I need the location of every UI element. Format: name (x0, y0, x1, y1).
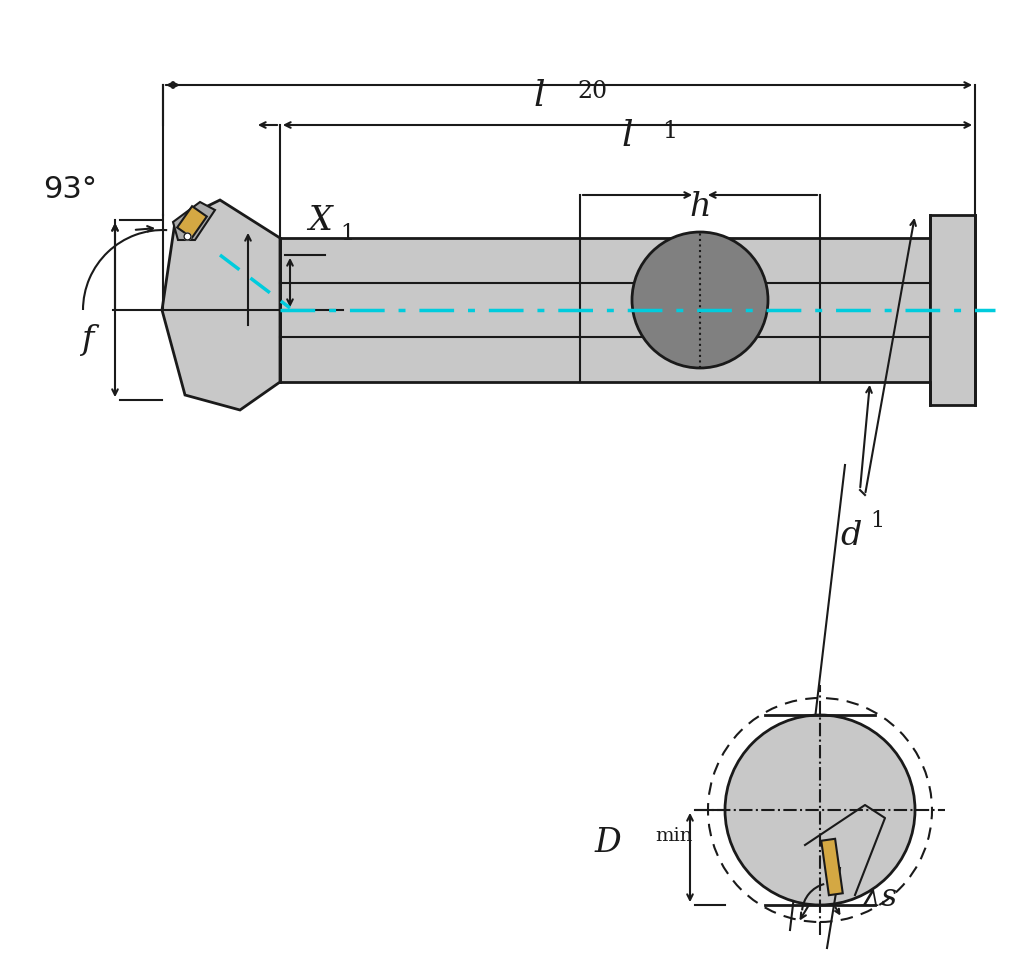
Text: min: min (655, 827, 692, 845)
Polygon shape (280, 238, 930, 382)
Text: l: l (622, 119, 633, 153)
Circle shape (725, 715, 915, 905)
Text: 1: 1 (870, 510, 884, 532)
Text: 1: 1 (662, 120, 677, 143)
Text: f: f (81, 324, 93, 356)
Text: X: X (308, 205, 332, 237)
Text: λs: λs (862, 883, 897, 914)
Polygon shape (821, 838, 843, 895)
Polygon shape (162, 200, 280, 410)
Polygon shape (930, 215, 975, 405)
Text: D: D (595, 827, 622, 859)
Circle shape (632, 232, 768, 368)
Text: d: d (840, 520, 861, 552)
Text: l: l (534, 79, 545, 113)
Text: 20: 20 (577, 80, 607, 103)
Text: 93°: 93° (43, 176, 97, 205)
Text: 1: 1 (340, 223, 354, 245)
Text: h: h (689, 191, 711, 223)
Polygon shape (177, 206, 207, 238)
Polygon shape (173, 202, 215, 240)
